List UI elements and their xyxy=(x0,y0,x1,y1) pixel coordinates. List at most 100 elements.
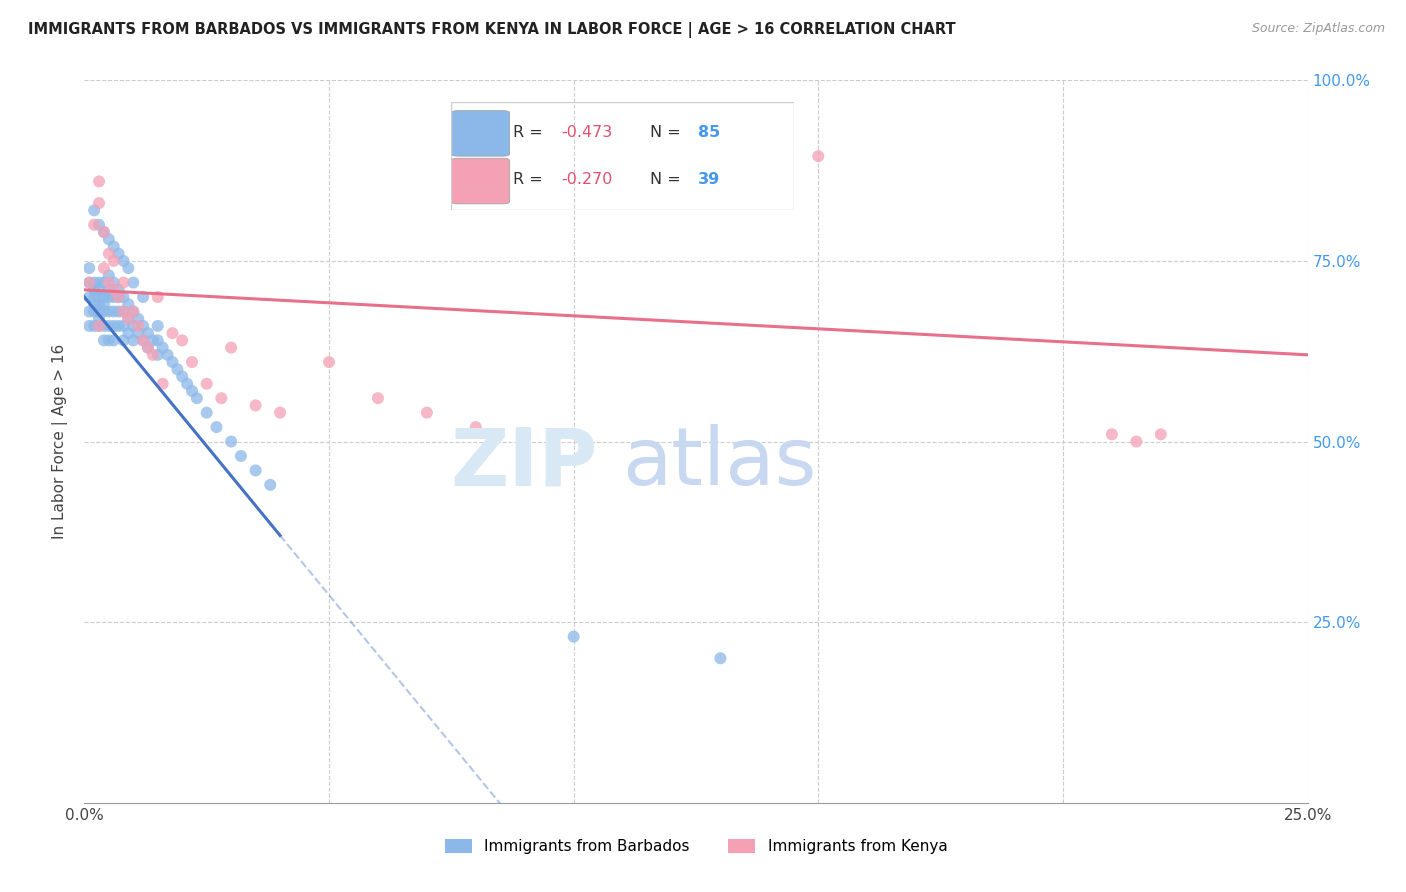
Point xyxy=(117,326,139,340)
Point xyxy=(103,253,125,268)
Point xyxy=(87,196,110,211)
Point xyxy=(807,149,830,163)
Point xyxy=(142,348,165,362)
Point xyxy=(367,391,389,405)
Point xyxy=(87,276,110,290)
Point xyxy=(112,304,135,318)
Point xyxy=(87,283,110,297)
Point xyxy=(146,318,169,333)
Point xyxy=(132,334,155,348)
Y-axis label: In Labor Force | Age > 16: In Labor Force | Age > 16 xyxy=(52,344,69,539)
Point xyxy=(87,174,110,188)
Point xyxy=(103,290,125,304)
Point xyxy=(97,283,120,297)
Point xyxy=(83,318,105,333)
Point xyxy=(97,276,120,290)
Point xyxy=(1150,427,1173,442)
Point xyxy=(107,290,129,304)
Point xyxy=(172,369,194,384)
Point xyxy=(112,334,135,348)
Point xyxy=(1101,427,1123,442)
Point xyxy=(117,261,139,276)
Text: atlas: atlas xyxy=(623,425,817,502)
Point xyxy=(166,362,188,376)
Legend: Immigrants from Barbados, Immigrants from Kenya: Immigrants from Barbados, Immigrants fro… xyxy=(439,832,953,860)
Point xyxy=(132,334,155,348)
Point xyxy=(87,218,110,232)
Point xyxy=(93,304,115,318)
Point xyxy=(107,246,129,260)
Text: IMMIGRANTS FROM BARBADOS VS IMMIGRANTS FROM KENYA IN LABOR FORCE | AGE > 16 CORR: IMMIGRANTS FROM BARBADOS VS IMMIGRANTS F… xyxy=(28,22,956,38)
Point xyxy=(93,225,115,239)
Point xyxy=(127,318,149,333)
Point xyxy=(77,276,100,290)
Point xyxy=(93,276,115,290)
Point xyxy=(87,290,110,304)
Point xyxy=(229,449,252,463)
Point xyxy=(122,334,145,348)
Point xyxy=(162,355,184,369)
Point xyxy=(136,341,159,355)
Point xyxy=(269,406,291,420)
Point xyxy=(318,355,340,369)
Point xyxy=(107,304,129,318)
Point xyxy=(219,434,242,449)
Point xyxy=(87,297,110,311)
Point xyxy=(146,348,169,362)
Point xyxy=(93,297,115,311)
Point xyxy=(122,304,145,318)
Point xyxy=(97,318,120,333)
Point xyxy=(181,384,204,398)
Point xyxy=(77,276,100,290)
Point xyxy=(107,290,129,304)
Point xyxy=(103,283,125,297)
Point xyxy=(103,239,125,253)
Point xyxy=(77,290,100,304)
Point xyxy=(132,318,155,333)
Point xyxy=(136,341,159,355)
Point xyxy=(77,304,100,318)
Point xyxy=(83,304,105,318)
Point xyxy=(112,304,135,318)
Point xyxy=(87,304,110,318)
Point xyxy=(93,225,115,239)
Point xyxy=(93,261,115,276)
Point xyxy=(112,318,135,333)
Point xyxy=(195,376,218,391)
Text: ZIP: ZIP xyxy=(451,425,598,502)
Point xyxy=(77,261,100,276)
Point xyxy=(709,651,731,665)
Point xyxy=(97,334,120,348)
Point xyxy=(83,276,105,290)
Point xyxy=(205,420,228,434)
Point xyxy=(245,463,267,477)
Point xyxy=(103,334,125,348)
Point xyxy=(97,246,120,260)
Point xyxy=(103,318,125,333)
Point xyxy=(87,318,110,333)
Point xyxy=(195,406,218,420)
Point xyxy=(117,311,139,326)
Point xyxy=(186,391,208,405)
Point xyxy=(117,311,139,326)
Point xyxy=(245,398,267,412)
Point xyxy=(93,290,115,304)
Point xyxy=(132,290,155,304)
Point xyxy=(83,297,105,311)
Point xyxy=(87,318,110,333)
Point xyxy=(122,304,145,318)
Point xyxy=(83,203,105,218)
Point xyxy=(127,311,149,326)
Point xyxy=(513,427,536,442)
Point xyxy=(122,276,145,290)
Point xyxy=(127,326,149,340)
Point xyxy=(103,276,125,290)
Point xyxy=(142,334,165,348)
Point xyxy=(416,406,439,420)
Point xyxy=(152,341,174,355)
Point xyxy=(112,253,135,268)
Point xyxy=(103,304,125,318)
Point xyxy=(107,318,129,333)
Point xyxy=(83,290,105,304)
Point xyxy=(107,283,129,297)
